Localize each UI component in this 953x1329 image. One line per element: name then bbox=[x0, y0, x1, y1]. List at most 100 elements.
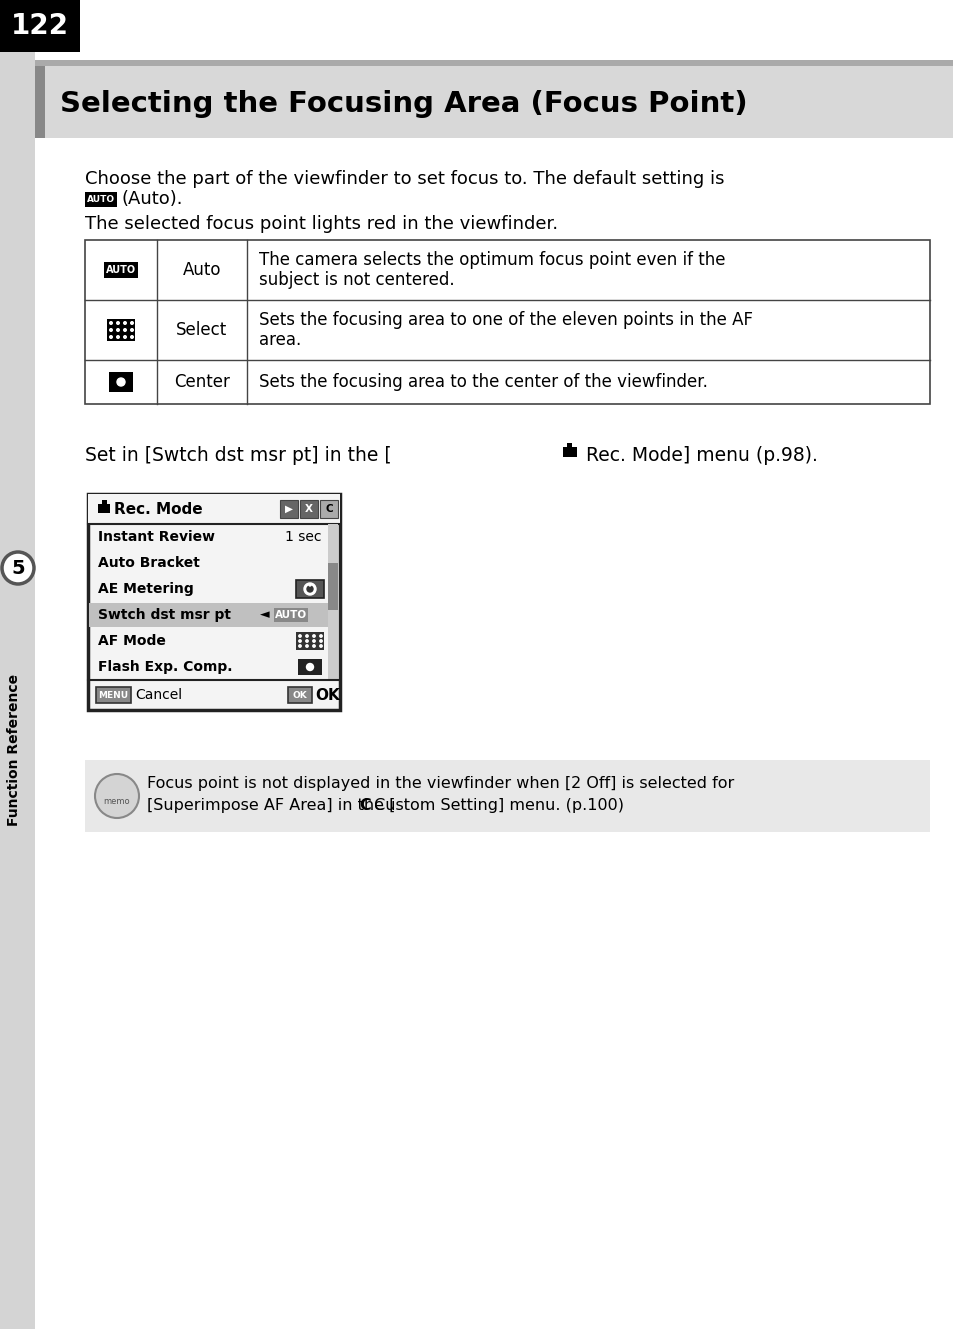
Text: Focus point is not displayed in the viewfinder when [2 Off] is selected for: Focus point is not displayed in the view… bbox=[147, 776, 734, 791]
Circle shape bbox=[298, 639, 301, 642]
Text: (Auto).: (Auto). bbox=[122, 190, 183, 209]
Text: Auto Bracket: Auto Bracket bbox=[98, 556, 200, 570]
Circle shape bbox=[313, 639, 314, 642]
Bar bbox=[109, 372, 132, 392]
Text: ▶: ▶ bbox=[285, 504, 293, 514]
Bar bbox=[35, 66, 45, 138]
Circle shape bbox=[306, 645, 308, 647]
Text: area.: area. bbox=[258, 331, 301, 350]
Circle shape bbox=[116, 322, 119, 324]
Circle shape bbox=[124, 328, 126, 331]
Circle shape bbox=[116, 336, 119, 339]
Bar bbox=[102, 500, 107, 505]
Text: Sets the focusing area to one of the eleven points in the AF: Sets the focusing area to one of the ele… bbox=[258, 311, 752, 330]
Circle shape bbox=[313, 635, 314, 637]
Bar bbox=[85, 760, 929, 832]
Text: OK: OK bbox=[314, 687, 339, 703]
Circle shape bbox=[124, 322, 126, 324]
Text: MENU: MENU bbox=[98, 691, 128, 699]
Bar bbox=[319, 500, 337, 518]
Circle shape bbox=[124, 336, 126, 339]
Text: C: C bbox=[325, 504, 333, 514]
Text: Choose the part of the viewfinder to set focus to. The default setting is: Choose the part of the viewfinder to set… bbox=[85, 170, 723, 187]
Text: X: X bbox=[305, 504, 313, 514]
Bar bbox=[88, 494, 339, 524]
Circle shape bbox=[306, 663, 314, 671]
Text: 5: 5 bbox=[11, 558, 25, 578]
Bar bbox=[98, 504, 110, 513]
Text: Set in [Swtch dst msr pt] in the [: Set in [Swtch dst msr pt] in the [ bbox=[85, 447, 392, 465]
Bar bbox=[107, 319, 135, 342]
Text: The camera selects the optimum focus point even if the: The camera selects the optimum focus poi… bbox=[258, 251, 724, 268]
Bar bbox=[35, 66, 953, 138]
Circle shape bbox=[319, 635, 322, 637]
Text: C: C bbox=[358, 797, 371, 813]
Circle shape bbox=[313, 645, 314, 647]
Bar bbox=[274, 607, 308, 622]
Bar bbox=[85, 241, 929, 404]
Bar bbox=[280, 500, 297, 518]
Bar bbox=[0, 0, 80, 52]
Text: [Superimpose AF Area] in the [: [Superimpose AF Area] in the [ bbox=[147, 797, 395, 813]
Circle shape bbox=[298, 645, 301, 647]
Bar bbox=[297, 659, 322, 675]
Circle shape bbox=[319, 645, 322, 647]
Text: The selected focus point lights red in the viewfinder.: The selected focus point lights red in t… bbox=[85, 215, 558, 233]
Circle shape bbox=[110, 322, 112, 324]
Text: AF Mode: AF Mode bbox=[98, 634, 166, 649]
Circle shape bbox=[319, 639, 322, 642]
Text: Swtch dst msr pt: Swtch dst msr pt bbox=[98, 607, 231, 622]
Circle shape bbox=[309, 583, 311, 586]
Text: AUTO: AUTO bbox=[106, 264, 136, 275]
Text: ◄: ◄ bbox=[260, 609, 270, 622]
Text: AE Metering: AE Metering bbox=[98, 582, 193, 595]
Bar bbox=[35, 60, 953, 66]
Bar bbox=[566, 443, 572, 448]
Circle shape bbox=[110, 336, 112, 339]
Bar bbox=[328, 563, 337, 610]
Text: Select: Select bbox=[176, 322, 228, 339]
Text: Function Reference: Function Reference bbox=[7, 674, 21, 827]
Circle shape bbox=[306, 635, 308, 637]
Bar bbox=[85, 191, 117, 207]
Circle shape bbox=[304, 583, 315, 595]
Bar bbox=[299, 500, 317, 518]
Bar bbox=[295, 633, 324, 650]
Text: OK: OK bbox=[293, 691, 307, 699]
Circle shape bbox=[307, 586, 313, 591]
Bar bbox=[104, 262, 138, 278]
Text: AUTO: AUTO bbox=[274, 610, 307, 621]
Text: Rec. Mode: Rec. Mode bbox=[113, 501, 202, 517]
Text: 1 sec: 1 sec bbox=[285, 530, 322, 544]
Circle shape bbox=[117, 377, 125, 385]
Text: Selecting the Focusing Area (Focus Point): Selecting the Focusing Area (Focus Point… bbox=[60, 90, 747, 118]
Text: Sets the focusing area to the center of the viewfinder.: Sets the focusing area to the center of … bbox=[258, 373, 707, 391]
Bar bbox=[288, 687, 312, 703]
Text: Instant Review: Instant Review bbox=[98, 530, 214, 544]
Bar bbox=[89, 603, 328, 627]
Text: Custom Setting] menu. (p.100): Custom Setting] menu. (p.100) bbox=[369, 797, 623, 813]
Text: subject is not centered.: subject is not centered. bbox=[258, 271, 455, 288]
Text: Center: Center bbox=[173, 373, 230, 391]
Bar bbox=[0, 0, 35, 1329]
Text: Auto: Auto bbox=[183, 260, 221, 279]
Circle shape bbox=[306, 639, 308, 642]
Text: AUTO: AUTO bbox=[87, 195, 115, 203]
Circle shape bbox=[110, 328, 112, 331]
Bar bbox=[295, 579, 324, 598]
Circle shape bbox=[298, 635, 301, 637]
Bar bbox=[96, 687, 131, 703]
Text: Rec. Mode] menu (p.98).: Rec. Mode] menu (p.98). bbox=[579, 447, 817, 465]
Circle shape bbox=[131, 322, 133, 324]
Text: Cancel: Cancel bbox=[135, 688, 182, 702]
Bar bbox=[88, 494, 339, 710]
Bar bbox=[328, 524, 337, 680]
Circle shape bbox=[95, 773, 139, 819]
Circle shape bbox=[2, 552, 34, 583]
Bar bbox=[562, 447, 577, 457]
Circle shape bbox=[131, 328, 133, 331]
Text: Flash Exp. Comp.: Flash Exp. Comp. bbox=[98, 661, 233, 674]
Text: 122: 122 bbox=[11, 12, 69, 40]
Circle shape bbox=[116, 328, 119, 331]
Text: memo: memo bbox=[104, 797, 131, 807]
